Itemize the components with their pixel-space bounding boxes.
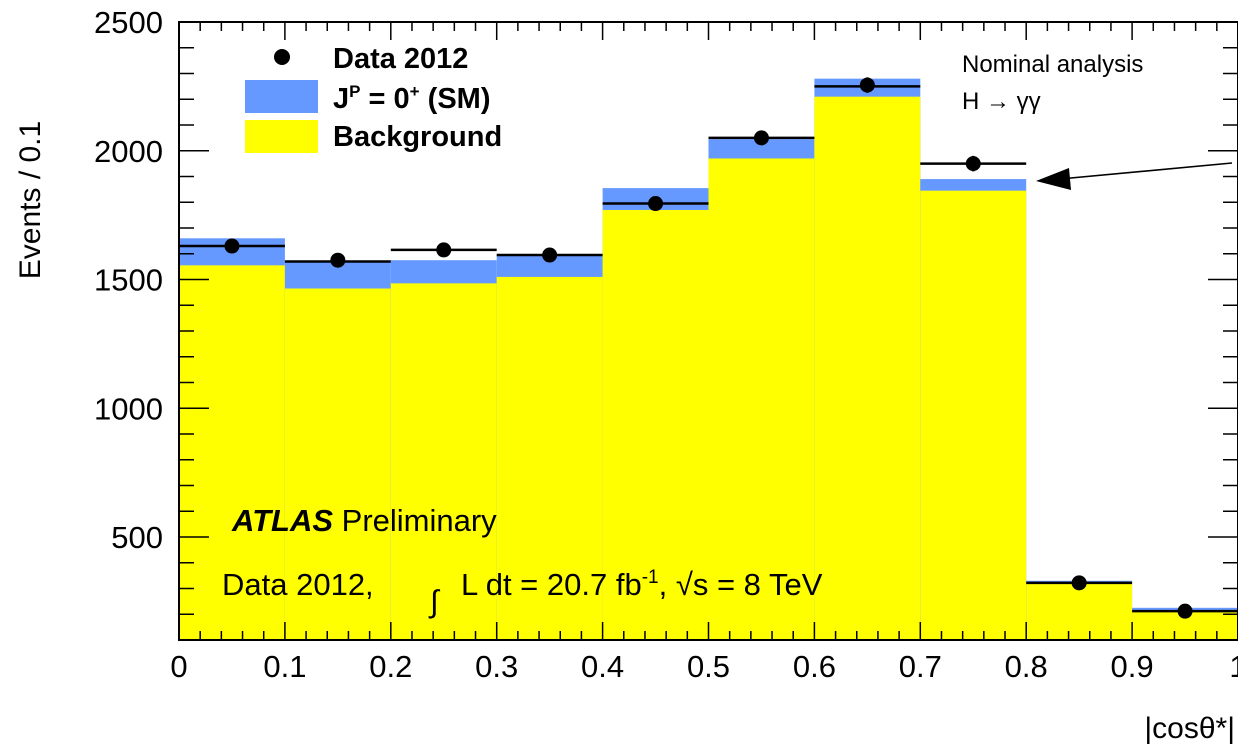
x-tick-labels: 0 0.1 0.2 0.3 0.4 0.5 0.6 0.7 0.8 0.9 1 [170, 649, 1238, 684]
x-tick-label: 0.4 [581, 649, 624, 684]
legend: Data 2012 JP = 0+ (SM) Background [245, 43, 502, 153]
y-tick-label: 2500 [94, 5, 163, 40]
atlas-lumi-value: L dt = 20.7 fb-1, √s = 8 TeV [461, 567, 823, 602]
background-bar [1026, 582, 1133, 640]
data-point [859, 77, 875, 93]
data-point [965, 156, 981, 172]
integral-sign: ∫ [428, 584, 441, 619]
background-bar [496, 276, 603, 640]
legend-data-label: Data 2012 [333, 43, 468, 75]
legend-signal-swatch [245, 80, 318, 113]
background-bar [814, 96, 921, 641]
legend-background-label: Background [333, 121, 502, 153]
x-tick-label: 1 [1229, 649, 1238, 684]
legend-signal-label: JP = 0+ (SM) [333, 82, 490, 115]
x-tick-label: 0.7 [899, 649, 942, 684]
atlas-title: ATLAS Preliminary [231, 503, 497, 538]
x-axis-title: |cosθ*| [1144, 712, 1235, 745]
background-bar [920, 190, 1027, 640]
x-tick-label: 0.5 [687, 649, 730, 684]
y-tick-label: 500 [111, 520, 163, 555]
background-bar [179, 265, 285, 640]
histogram-bars [179, 78, 1238, 641]
data-point [648, 196, 664, 212]
data-point [542, 247, 558, 263]
annotation-line1: Nominal analysis [962, 51, 1143, 78]
y-tick-labels: 500 1000 1500 2000 2500 [94, 5, 163, 555]
x-tick-label: 0.6 [793, 649, 836, 684]
y-tick-label: 2000 [94, 134, 163, 169]
background-bar [284, 288, 391, 640]
y-tick-label: 1000 [94, 391, 163, 426]
y-tick-label: 1500 [94, 263, 163, 298]
data-point [1071, 575, 1087, 591]
data-point [436, 242, 452, 258]
atlas-label: ATLAS Preliminary Data 2012, ∫ L dt = 20… [222, 503, 823, 619]
data-point [753, 130, 769, 146]
annotation-arrow-head [1036, 168, 1071, 190]
annotation-line2: H → γγ [962, 88, 1041, 115]
annotation-arrow-line [1059, 162, 1233, 180]
legend-data-marker [274, 49, 290, 65]
x-tick-label: 0.3 [475, 649, 518, 684]
background-bar [708, 158, 815, 640]
x-tick-label: 0.2 [369, 649, 412, 684]
x-tick-label: 0.1 [263, 649, 306, 684]
x-tick-label: 0.9 [1111, 649, 1154, 684]
y-axis-title: Events / 0.1 [14, 121, 47, 279]
axis-ticks [178, 21, 1238, 641]
annotation: Nominal analysis H → γγ [962, 51, 1233, 190]
background-bar [390, 283, 497, 640]
background-bar [602, 209, 709, 640]
x-tick-label: 0 [170, 649, 187, 684]
legend-background-swatch [245, 120, 318, 153]
data-point [330, 252, 346, 268]
data-point [224, 238, 240, 254]
atlas-lumi: Data 2012, [222, 567, 374, 602]
x-tick-label: 0.8 [1005, 649, 1048, 684]
data-points [224, 77, 1193, 619]
data-point [1177, 603, 1193, 619]
